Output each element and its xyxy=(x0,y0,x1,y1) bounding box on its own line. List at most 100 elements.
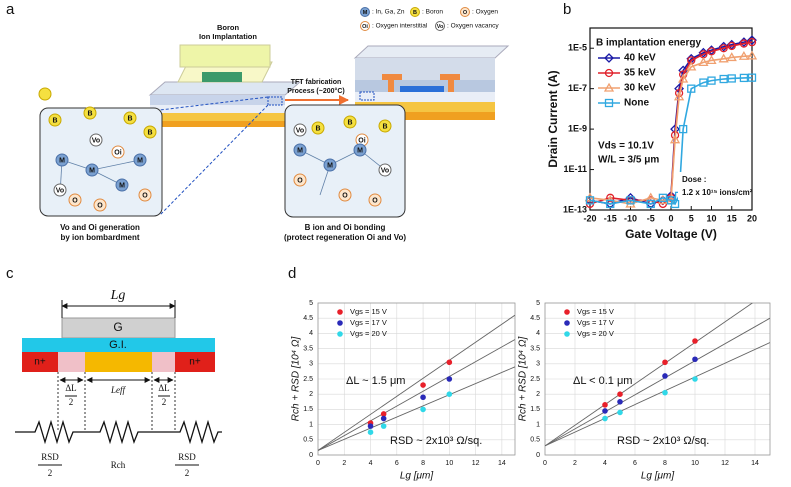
marker xyxy=(686,61,697,71)
effective-length: Leff xyxy=(110,385,127,395)
atom-label: M xyxy=(89,167,95,174)
marker xyxy=(604,68,614,78)
x-tick-label: 12 xyxy=(721,460,729,467)
atom-label: M xyxy=(137,157,143,164)
point xyxy=(617,409,623,416)
marker xyxy=(585,196,595,205)
atom-label: O xyxy=(342,192,348,199)
annotation: Vds = 10.1V xyxy=(598,141,654,152)
legend-text: : Oxygen xyxy=(472,9,498,16)
y-tick-label: 2 xyxy=(536,391,540,398)
marker xyxy=(718,53,729,63)
marker xyxy=(658,193,668,202)
offset-label: ΔL xyxy=(158,383,169,393)
atom xyxy=(115,178,129,192)
atom-label: B xyxy=(382,123,387,130)
caption: Vo and Oi generation xyxy=(60,223,140,232)
atom-label: Oi xyxy=(362,24,368,30)
legend-label: None xyxy=(624,98,649,109)
legend-dot xyxy=(564,320,570,326)
marker xyxy=(719,74,728,84)
atom xyxy=(48,113,62,127)
x-tick-label: 10 xyxy=(691,460,699,467)
fit-line xyxy=(545,342,770,447)
point xyxy=(662,389,668,396)
fit-line xyxy=(318,339,515,451)
x-tick-label: 0 xyxy=(316,460,320,467)
annotation: ΔL < 0.1 μm xyxy=(573,375,632,387)
marker xyxy=(707,76,716,85)
x-tick-label: 10 xyxy=(706,213,716,223)
marker xyxy=(747,37,757,47)
y-axis-label: Rch + RSD [10⁴ Ω] xyxy=(518,337,529,422)
insulator-label: G.I. xyxy=(109,339,127,351)
point xyxy=(602,415,608,422)
x-tick-label: 6 xyxy=(633,460,637,467)
marker xyxy=(738,50,750,60)
x-axis-label: Lg [μm] xyxy=(641,471,674,482)
annotation: 1.2 x 10¹⁵ ions/cm² xyxy=(682,188,753,197)
y-tick-label: 1E-11 xyxy=(563,164,587,174)
x-tick-label: 5 xyxy=(689,213,694,223)
atom-label: B xyxy=(52,117,57,124)
atom-label: B xyxy=(127,115,132,122)
atom xyxy=(360,7,370,17)
y-tick-label: 5 xyxy=(536,300,540,307)
x-tick-label: 15 xyxy=(727,213,737,223)
atom-label: B xyxy=(315,125,320,132)
atom-label: M xyxy=(119,182,125,189)
fit-line xyxy=(545,317,770,447)
x-tick-label: 14 xyxy=(498,460,506,467)
marker xyxy=(687,84,696,93)
marker xyxy=(747,35,757,46)
legend-text: : Oxygen interstitial xyxy=(372,23,428,30)
marker xyxy=(606,193,615,202)
marker xyxy=(626,196,635,205)
y-axis-label: Rch + RSD [10⁴ Ω] xyxy=(291,337,302,422)
y-tick-label: 2.5 xyxy=(303,376,313,383)
x-tick-label: -5 xyxy=(647,213,655,223)
point xyxy=(692,338,698,344)
contact-label: n+ xyxy=(34,357,46,368)
marker xyxy=(679,124,688,134)
legend-text: : In, Ga, Zn xyxy=(372,9,405,16)
marker xyxy=(706,55,717,65)
atom-label: M xyxy=(363,10,368,16)
atom-label: M xyxy=(59,157,65,164)
atom-label: O xyxy=(97,202,103,209)
marker xyxy=(746,50,758,60)
atom-label: B xyxy=(147,129,152,136)
atom xyxy=(378,119,392,133)
legend-dot xyxy=(564,331,570,337)
x-tick-label: -15 xyxy=(604,213,617,223)
panel-label: b xyxy=(563,1,571,18)
caption: by ion bombardment xyxy=(60,233,139,242)
marker xyxy=(739,73,749,83)
atom xyxy=(368,193,382,207)
atom xyxy=(111,145,125,159)
fit-line xyxy=(318,366,515,451)
atom-label: Vo xyxy=(296,127,304,134)
atom-label: Vo xyxy=(437,24,444,30)
atom-label: Oi xyxy=(114,149,121,156)
gate-length: Lg xyxy=(110,288,126,303)
legend-dot xyxy=(564,309,570,315)
legend-label: Vgs = 15 V xyxy=(577,307,614,316)
marker xyxy=(604,98,614,108)
atom-label: Vo xyxy=(381,167,389,174)
x-tick-label: 14 xyxy=(751,460,759,467)
point xyxy=(602,402,608,408)
process-label: TFT fabrication xyxy=(291,79,342,86)
atom-label: M xyxy=(297,147,303,154)
atom xyxy=(138,188,152,202)
x-tick-label: 2 xyxy=(342,460,346,467)
device-left xyxy=(39,44,302,217)
atom-label: O xyxy=(72,197,78,204)
series-line xyxy=(589,55,753,205)
legend-dot xyxy=(337,320,343,326)
y-tick-label: 3 xyxy=(536,361,540,368)
y-tick-label: 1.5 xyxy=(530,406,540,413)
marker xyxy=(657,195,669,205)
offset-label: ΔL xyxy=(65,383,76,393)
